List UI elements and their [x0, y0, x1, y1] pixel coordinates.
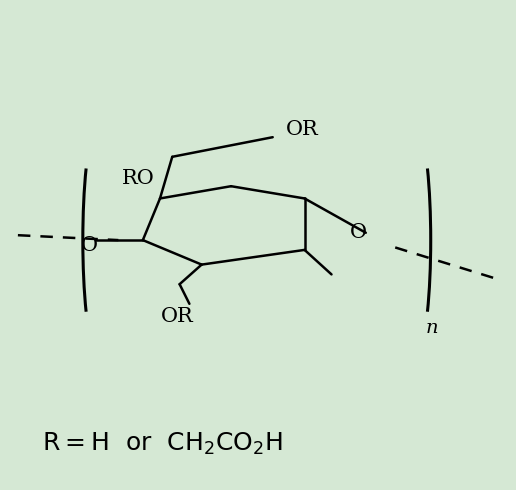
Text: OR: OR: [286, 121, 318, 139]
Text: O: O: [350, 223, 367, 242]
Text: $\mathrm{R = H \ \ or \ \ CH_2CO_2H}$: $\mathrm{R = H \ \ or \ \ CH_2CO_2H}$: [42, 430, 283, 457]
Text: RO: RO: [122, 170, 154, 188]
Text: OR: OR: [161, 307, 194, 325]
Text: n: n: [426, 319, 438, 337]
Text: O: O: [80, 236, 98, 254]
